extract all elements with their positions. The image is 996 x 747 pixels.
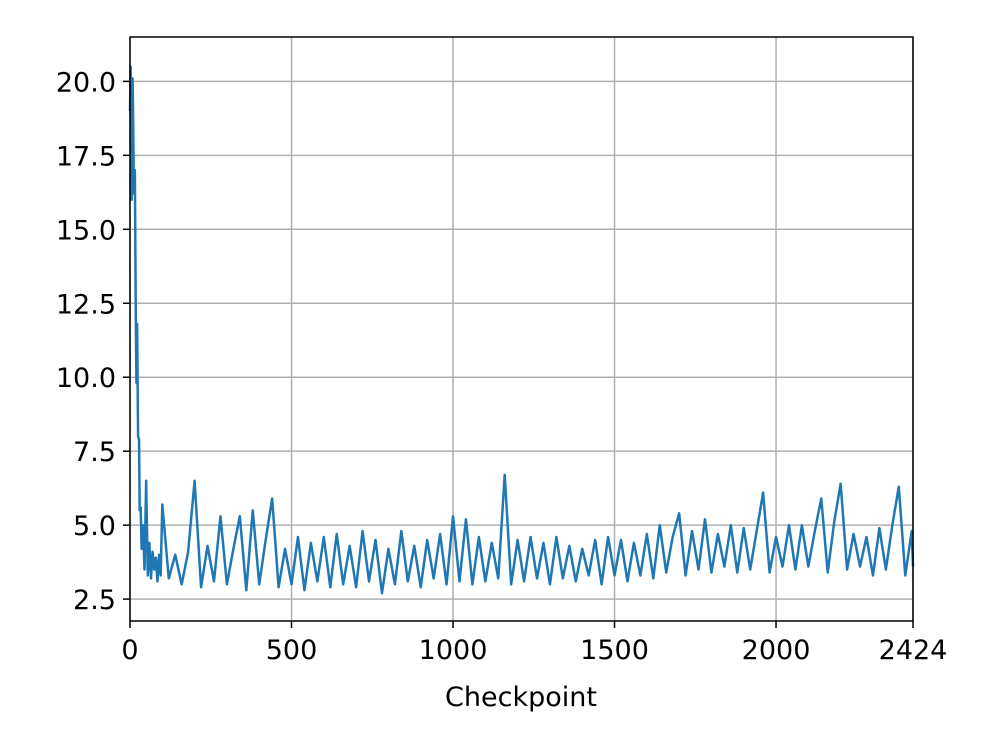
x-tick-label: 1500 <box>580 635 649 666</box>
y-tick-label: 2.5 <box>73 585 116 616</box>
y-tick-label: 15.0 <box>56 215 116 246</box>
y-tick-label: 5.0 <box>73 511 116 542</box>
y-tick-label: 7.5 <box>73 437 116 468</box>
x-tick-label: 2000 <box>742 635 811 666</box>
data-line <box>128 65 915 595</box>
x-axis-label: Checkpoint <box>445 682 597 713</box>
y-tick-label: 17.5 <box>56 141 116 172</box>
x-tick-label: 2424 <box>879 635 948 666</box>
x-tick-label: 0 <box>121 635 138 666</box>
x-tick-label: 1000 <box>419 635 488 666</box>
y-tick-label: 10.0 <box>56 363 116 394</box>
y-tick-label: 12.5 <box>56 289 116 320</box>
x-tick-label: 500 <box>266 635 318 666</box>
y-tick-label: 20.0 <box>56 67 116 98</box>
plot-frame <box>129 36 914 622</box>
